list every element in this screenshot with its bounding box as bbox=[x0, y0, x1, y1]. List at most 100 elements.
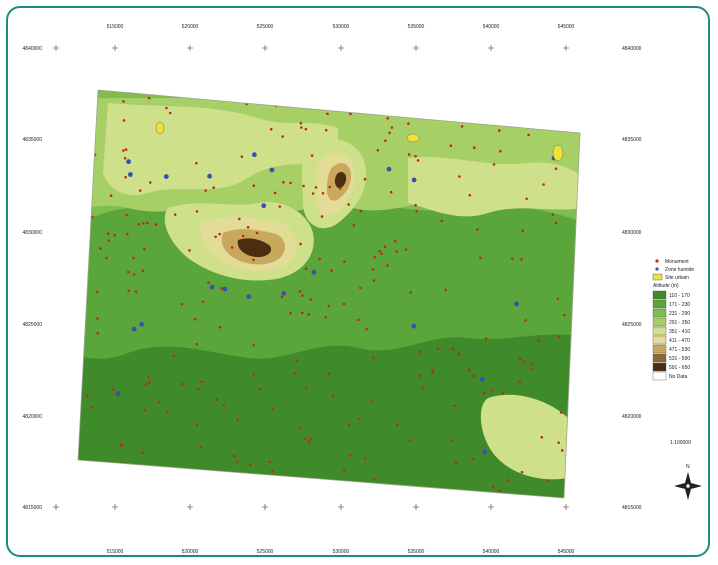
monument-point bbox=[90, 164, 94, 168]
monument-point bbox=[321, 192, 325, 195]
map-boundary bbox=[77, 89, 581, 499]
monument-point bbox=[501, 392, 505, 395]
monument-point bbox=[324, 316, 328, 319]
monument-point bbox=[301, 294, 304, 297]
monument-point bbox=[300, 126, 303, 129]
monument-point bbox=[132, 273, 136, 276]
grid-label-bottom: 535000 bbox=[408, 549, 425, 555]
grid-cross bbox=[187, 45, 193, 51]
monument-point bbox=[81, 271, 85, 275]
monument-point bbox=[282, 181, 285, 184]
monument-point bbox=[430, 97, 434, 101]
monument-point bbox=[347, 424, 351, 427]
monument-point bbox=[352, 223, 356, 227]
monument-point bbox=[490, 389, 494, 392]
legend-ramp-label: 171 - 230 bbox=[669, 302, 690, 308]
monument-point bbox=[436, 347, 440, 351]
monument-point bbox=[449, 144, 453, 147]
monument-point bbox=[540, 435, 544, 439]
monument-point bbox=[299, 121, 303, 125]
monument-point bbox=[137, 223, 141, 226]
monument-point bbox=[343, 468, 346, 472]
monument-point bbox=[298, 290, 302, 293]
monument-point bbox=[372, 279, 376, 282]
monument-point bbox=[484, 337, 488, 341]
monument-point bbox=[506, 479, 510, 482]
monument-point bbox=[479, 256, 482, 260]
monument-point bbox=[458, 175, 461, 178]
monument-point bbox=[109, 194, 113, 197]
wetland-point bbox=[269, 167, 275, 173]
monument-point bbox=[278, 205, 282, 208]
monument-point bbox=[342, 302, 346, 306]
monument-point bbox=[255, 231, 259, 235]
monument-point bbox=[453, 404, 456, 408]
wetland-point bbox=[126, 159, 131, 165]
monument-point bbox=[537, 339, 540, 343]
wetland-point bbox=[222, 286, 228, 292]
monument-point bbox=[328, 372, 331, 376]
monument-point bbox=[444, 288, 447, 292]
monument-point bbox=[384, 139, 387, 142]
legend-ramp-swatch bbox=[652, 290, 667, 300]
grid-label-bottom: 515000 bbox=[107, 549, 124, 555]
monument-point bbox=[289, 181, 292, 185]
monument-point bbox=[200, 380, 204, 384]
monument-point bbox=[419, 374, 422, 378]
monument-point bbox=[524, 319, 527, 322]
monument-point bbox=[122, 149, 125, 152]
monument-point bbox=[281, 135, 285, 138]
monument-point bbox=[473, 146, 476, 149]
grid-cross bbox=[338, 504, 344, 510]
monument-point bbox=[408, 439, 412, 443]
monument-point bbox=[546, 479, 550, 483]
legend-label: Monument bbox=[665, 259, 689, 265]
elevation-zone-9 bbox=[111, 364, 214, 455]
monument-point bbox=[147, 375, 150, 378]
wetland-point bbox=[479, 377, 485, 382]
monument-point bbox=[559, 411, 563, 414]
monument-point bbox=[168, 111, 172, 115]
monument-point bbox=[318, 257, 321, 261]
grid-cross bbox=[338, 45, 344, 51]
monument-point bbox=[99, 247, 102, 250]
grid-label-bottom: 530000 bbox=[333, 549, 350, 555]
monument-point bbox=[359, 286, 362, 290]
monument-point bbox=[380, 252, 383, 255]
monument-point bbox=[236, 418, 239, 422]
monument-point bbox=[271, 408, 275, 411]
monument-point bbox=[527, 133, 530, 137]
monument-point bbox=[113, 234, 116, 237]
monument-point bbox=[372, 356, 375, 359]
legend-ramp-label: 291 - 350 bbox=[669, 320, 690, 326]
wetland-point bbox=[128, 172, 133, 177]
monument-point bbox=[227, 491, 231, 494]
grid-label-left: 4830000 bbox=[23, 230, 43, 236]
monument-point bbox=[214, 235, 217, 239]
monument-point bbox=[142, 222, 145, 225]
monument-point bbox=[520, 470, 524, 474]
wetland-point bbox=[311, 269, 317, 275]
wetland-point bbox=[246, 294, 252, 299]
monument-point bbox=[83, 483, 87, 486]
legend-swatch bbox=[652, 273, 663, 281]
monument-point bbox=[304, 437, 308, 440]
monument-point bbox=[365, 327, 368, 331]
monument-point bbox=[199, 445, 203, 449]
urban-site bbox=[552, 144, 564, 162]
monument-point bbox=[173, 213, 177, 216]
legend-ramp-label: 471 - 530 bbox=[669, 347, 690, 353]
monument-point bbox=[522, 360, 526, 364]
elevation-zone-4b bbox=[408, 156, 580, 217]
monument-point bbox=[498, 129, 501, 132]
grid-label-right: 4815000 bbox=[622, 505, 642, 511]
grid-cross bbox=[488, 504, 494, 510]
legend-symbol bbox=[655, 267, 659, 271]
monument-point bbox=[163, 92, 166, 95]
monument-point bbox=[85, 394, 89, 397]
monument-point bbox=[304, 267, 308, 271]
monument-point bbox=[88, 101, 92, 104]
urban-site bbox=[155, 121, 165, 135]
graticule: 515000 520000 525000 530000 535000 540000 5450… bbox=[23, 24, 642, 555]
monument-point bbox=[310, 154, 314, 157]
